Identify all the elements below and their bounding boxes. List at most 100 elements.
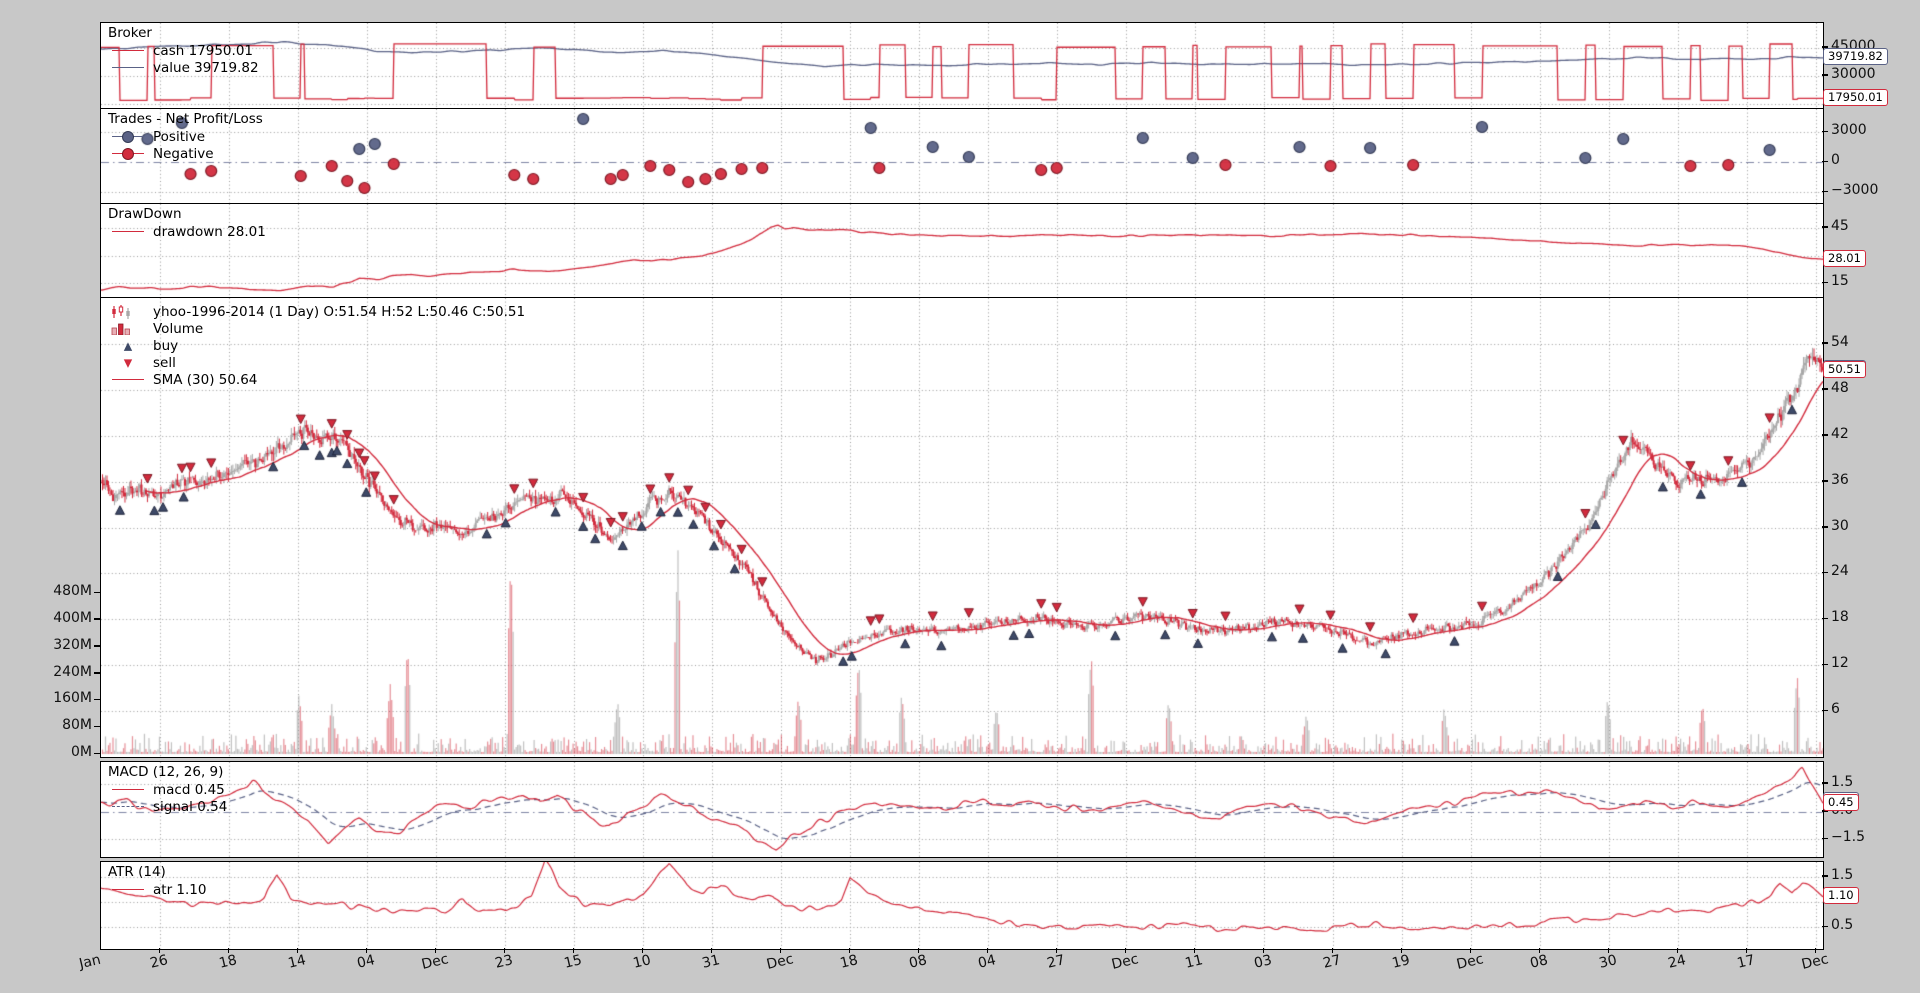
drawdown-legend: drawdown 28.01 xyxy=(110,223,266,240)
drawdown-line-swatch xyxy=(110,225,146,239)
macd-chart-canvas xyxy=(101,762,1823,857)
broker-chart-canvas xyxy=(101,23,1823,109)
legend-label: Negative xyxy=(153,145,214,162)
y-axis-tick-label: −1.5 xyxy=(1831,829,1865,846)
y-axis-tick-label: 6 xyxy=(1831,701,1840,718)
volume-axis-tickmark xyxy=(94,725,100,728)
axis-value-tag: 1.10 xyxy=(1823,887,1859,905)
y-axis-tick-label: 12 xyxy=(1831,655,1849,672)
y-axis-tick-label: 36 xyxy=(1831,471,1849,488)
y-axis-tickmark xyxy=(1822,281,1828,284)
volume-axis-tickmark xyxy=(94,645,100,647)
axis-value-tag: 39719.82 xyxy=(1823,48,1888,66)
x-axis-tickmark xyxy=(641,948,643,953)
broker-panel: Broker cash 17950.01 value 39719.82 xyxy=(100,22,1824,110)
y-axis-tick-label: 15 xyxy=(1831,273,1849,290)
volume-axis-tick-label: 320M xyxy=(53,636,92,653)
price-chart-canvas xyxy=(101,298,1823,757)
value-line-swatch xyxy=(110,61,146,75)
x-axis-tickmark xyxy=(1400,948,1402,953)
y-axis-tick-label: −3000 xyxy=(1831,182,1879,198)
x-axis-tickmark xyxy=(1745,948,1747,953)
x-axis-tickmark xyxy=(1193,948,1195,953)
legend-label-ohlc: yhoo-1996-2014 (1 Day) O:51.54 H:52 L:50… xyxy=(153,303,526,320)
legend-item-cash: cash 17950.01 xyxy=(110,42,259,59)
y-axis-tickmark xyxy=(1822,617,1828,620)
y-axis-tickmark xyxy=(1822,837,1828,840)
broker-panel-title: Broker xyxy=(108,25,152,41)
x-axis-tickmark xyxy=(1607,948,1609,953)
legend-label: buy xyxy=(153,337,179,354)
legend-label: Positive xyxy=(153,128,206,145)
y-axis-tick-label: 3000 xyxy=(1831,122,1867,138)
x-axis-tickmark xyxy=(848,948,850,953)
x-axis-tickmark xyxy=(158,948,160,953)
legend-label: signal 0.54 xyxy=(153,798,228,815)
x-axis-tickmark xyxy=(1538,948,1540,953)
legend-label: value 39719.82 xyxy=(153,59,259,76)
volume-axis-tick-label: 0M xyxy=(71,744,92,760)
y-axis-tickmark xyxy=(1822,480,1828,482)
drawdown-chart-canvas xyxy=(101,204,1823,298)
volume-axis-tickmark xyxy=(94,672,100,674)
x-axis-tickmark xyxy=(227,948,229,953)
x-axis-tickmark xyxy=(434,948,436,953)
legend-item-data-series: yhoo-1996-2014 (1 Day) O:51.54 H:52 L:50… xyxy=(110,303,525,320)
price-panel: yhoo-1996-2014 (1 Day) O:51.54 H:52 L:50… xyxy=(100,297,1824,758)
x-axis-tickmark xyxy=(1124,948,1126,953)
x-axis-tickmark xyxy=(1814,948,1816,953)
legend-label: SMA (30) 50.64 xyxy=(153,371,258,388)
candlestick-icon xyxy=(110,304,146,319)
legend-label: Volume xyxy=(153,320,204,337)
legend-label: macd 0.45 xyxy=(153,781,225,798)
x-axis-tickmark xyxy=(296,948,298,953)
y-axis-tickmark xyxy=(1822,74,1828,76)
volume-axis-tickmark xyxy=(94,618,100,620)
volume-icon xyxy=(110,322,146,336)
axis-value-tag: 28.01 xyxy=(1823,249,1866,267)
y-axis-tickmark xyxy=(1822,226,1828,228)
y-axis-tickmark xyxy=(1822,571,1828,574)
legend-item-buy: ▲ buy xyxy=(110,337,525,354)
volume-axis-tick-label: 400M xyxy=(53,609,92,626)
x-axis-tickmark xyxy=(1262,948,1264,953)
y-axis-tickmark xyxy=(1822,130,1828,132)
volume-axis-tick-label: 240M xyxy=(53,663,92,680)
broker-legend: cash 17950.01 value 39719.82 xyxy=(110,42,259,76)
legend-label: sell xyxy=(153,354,176,371)
sell-triangle-icon: ▼ xyxy=(123,356,133,369)
legend-item-signal: signal 0.54 xyxy=(110,798,227,815)
legend-item-volume: Volume xyxy=(110,320,525,337)
legend-item-value: value 39719.82 xyxy=(110,59,259,76)
x-axis-tickmark xyxy=(365,948,367,953)
macd-line-swatch xyxy=(110,783,146,797)
negative-marker-swatch xyxy=(110,147,146,161)
volume-axis-tick-label: 480M xyxy=(53,583,92,599)
x-axis-tickmark xyxy=(710,948,712,953)
y-axis-tickmark xyxy=(1822,342,1828,344)
x-axis-tickmark xyxy=(1676,948,1678,953)
volume-axis-tick-label: 160M xyxy=(53,690,92,707)
axis-value-tag: 17950.01 xyxy=(1823,88,1888,106)
y-axis-tickmark xyxy=(1822,388,1828,390)
y-axis-tickmark xyxy=(1822,925,1828,928)
y-axis-tickmark xyxy=(1822,663,1828,666)
y-axis-tick-label: 54 xyxy=(1831,333,1849,350)
atr-line-swatch xyxy=(110,883,146,897)
axis-value-tag: 50.51 xyxy=(1823,361,1866,379)
price-legend: yhoo-1996-2014 (1 Day) O:51.54 H:52 L:50… xyxy=(110,303,525,388)
signal-line-swatch xyxy=(110,800,146,814)
positive-marker-swatch xyxy=(110,130,146,144)
legend-item-negative: Negative xyxy=(110,145,214,162)
axis-value-tag: 0.45 xyxy=(1823,793,1859,811)
y-axis-tickmark xyxy=(1822,434,1828,436)
y-axis-tick-label: 0.5 xyxy=(1831,917,1854,934)
y-axis-tickmark xyxy=(1822,875,1828,877)
drawdown-panel-title: DrawDown xyxy=(108,206,182,222)
x-axis-tickmark xyxy=(503,948,505,953)
legend-item-atr: atr 1.10 xyxy=(110,881,206,898)
y-axis-tickmark xyxy=(1822,709,1828,712)
trades-panel-title: Trades - Net Profit/Loss xyxy=(108,111,263,127)
legend-label: cash 17950.01 xyxy=(153,42,253,59)
